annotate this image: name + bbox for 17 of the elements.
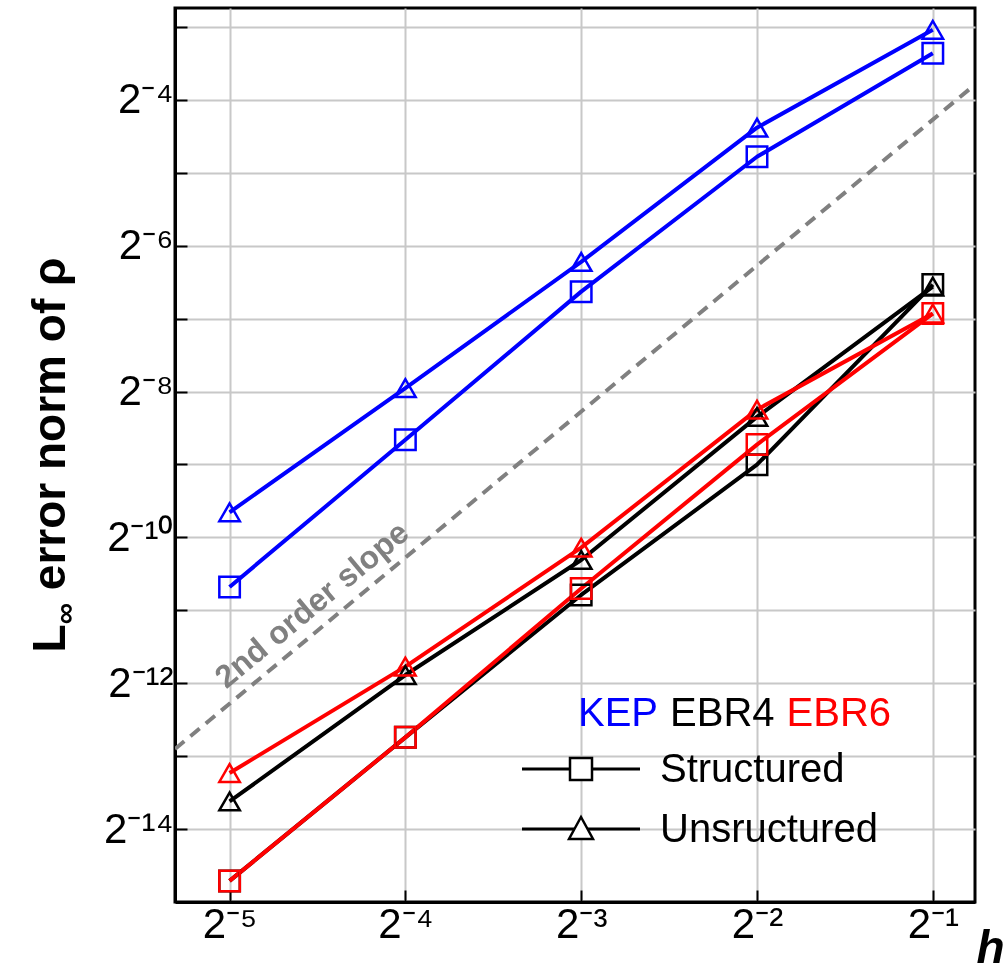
x-axis-title: h	[976, 920, 1003, 973]
x-tick-label: 2⁻⁵	[202, 899, 258, 947]
y-tick-label: 2⁻¹⁴	[104, 804, 174, 852]
y-tick-label: 2⁻⁴	[118, 75, 174, 123]
y-tick-label: 2⁻⁶	[118, 221, 174, 269]
x-tick-label: 2⁻⁴	[378, 899, 434, 947]
y-tick-label: 2⁻⁸	[118, 367, 174, 415]
annotation: Structured	[660, 746, 845, 791]
y-tick-label: 2⁻¹²	[108, 658, 174, 706]
text: EBR4	[670, 690, 775, 735]
text: KEP	[578, 690, 659, 735]
text: EBR6	[786, 690, 892, 735]
annotation: Unsructured	[660, 806, 878, 851]
x-tick-label: 2⁻²	[731, 899, 784, 947]
y-tick-label: 2⁻¹⁰	[107, 512, 174, 560]
x-tick-label: 2⁻¹	[907, 899, 959, 947]
x-tick-label: 2⁻³	[556, 899, 608, 947]
